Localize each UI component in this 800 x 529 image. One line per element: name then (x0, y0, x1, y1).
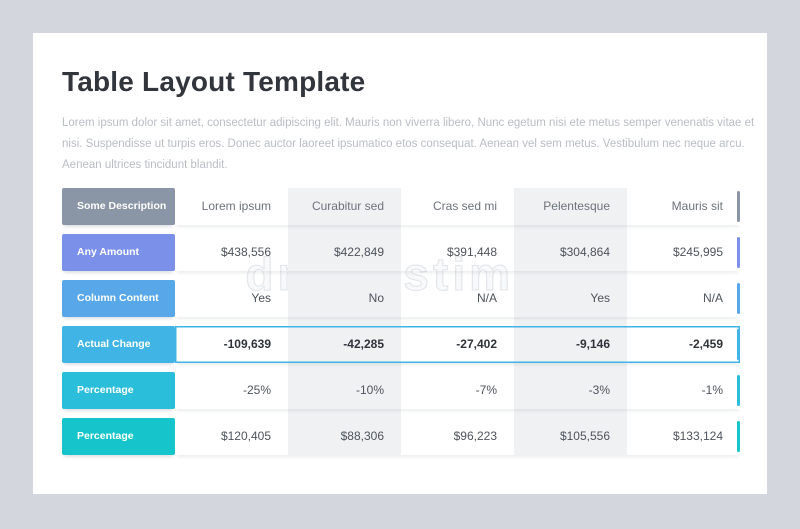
column-header: Mauris sit (671, 199, 723, 213)
table-row: Percentage $120,405 $88,306 $96,223 $105… (62, 418, 740, 455)
table-cell: -25% (242, 383, 271, 397)
row-data: $120,405 $88,306 $96,223 $105,556 $133,1… (175, 418, 740, 455)
row-accent-bar (737, 375, 740, 406)
table-cell: $245,995 (672, 245, 723, 259)
row-label: Actual Change (62, 326, 175, 363)
table-cell: -109,639 (223, 337, 271, 351)
data-table: Some Description Lorem ipsum Curabitur s… (62, 188, 740, 455)
column-header: Pelentesque (543, 199, 610, 213)
table-cell: $304,864 (559, 245, 610, 259)
table-row-highlighted: Actual Change -109,639 -42,285 -27,402 -… (62, 326, 740, 363)
column-stripe (288, 188, 401, 455)
table-cell: $422,849 (333, 245, 384, 259)
table-cell: -2,459 (688, 337, 723, 351)
row-data: -25% -10% -7% -3% -1% (175, 372, 740, 409)
table-cell: $438,556 (220, 245, 271, 259)
row-label: Column Content (62, 280, 175, 317)
content-card: Table Layout Template Lorem ipsum dolor … (33, 33, 767, 494)
page-subtitle: Lorem ipsum dolor sit amet, consectetur … (62, 117, 755, 171)
table-cell: -7% (475, 383, 497, 397)
table-cell: $105,556 (559, 429, 610, 443)
row-data: Yes No N/A Yes N/A (175, 280, 740, 317)
table-cell: -27,402 (456, 337, 497, 351)
row-label: Any Amount (62, 234, 175, 271)
table-cell: $120,405 (220, 429, 271, 443)
table-cell: -1% (701, 383, 723, 397)
row-accent-bar (737, 421, 740, 452)
column-header: Curabitur sed (311, 199, 384, 213)
table-cell: -9,146 (575, 337, 610, 351)
table-row: Column Content Yes No N/A Yes N/A (62, 280, 740, 317)
column-stripe (514, 188, 627, 455)
table-cell: $391,448 (446, 245, 497, 259)
row-label: Percentage (62, 418, 175, 455)
table-cell: Yes (590, 291, 610, 305)
header-row-label: Some Description (62, 188, 175, 225)
row-accent-bar (737, 191, 740, 222)
table-cell: $88,306 (340, 429, 384, 443)
row-accent-bar (737, 329, 740, 360)
row-accent-bar (737, 283, 740, 314)
row-data: -109,639 -42,285 -27,402 -9,146 -2,459 (175, 326, 740, 363)
column-header: Cras sed mi (432, 199, 497, 213)
table-cell: $96,223 (453, 429, 497, 443)
table-cell: -42,285 (343, 337, 384, 351)
table-row: Percentage -25% -10% -7% -3% -1% (62, 372, 740, 409)
page-title: Table Layout Template (62, 66, 366, 97)
table-cell: No (368, 291, 384, 305)
table-cell: Yes (251, 291, 271, 305)
header-row-data: Lorem ipsum Curabitur sed Cras sed mi Pe… (175, 188, 740, 225)
column-header: Lorem ipsum (201, 199, 271, 213)
table-cell: N/A (476, 291, 497, 305)
table-cell: $133,124 (672, 429, 723, 443)
row-accent-bar (737, 237, 740, 268)
table-cell: N/A (702, 291, 723, 305)
row-label: Percentage (62, 372, 175, 409)
row-data: $438,556 $422,849 $391,448 $304,864 $245… (175, 234, 740, 271)
table-row: Any Amount $438,556 $422,849 $391,448 $3… (62, 234, 740, 271)
table-cell: -3% (588, 383, 610, 397)
table-header-row: Some Description Lorem ipsum Curabitur s… (62, 188, 740, 225)
table-cell: -10% (355, 383, 384, 397)
